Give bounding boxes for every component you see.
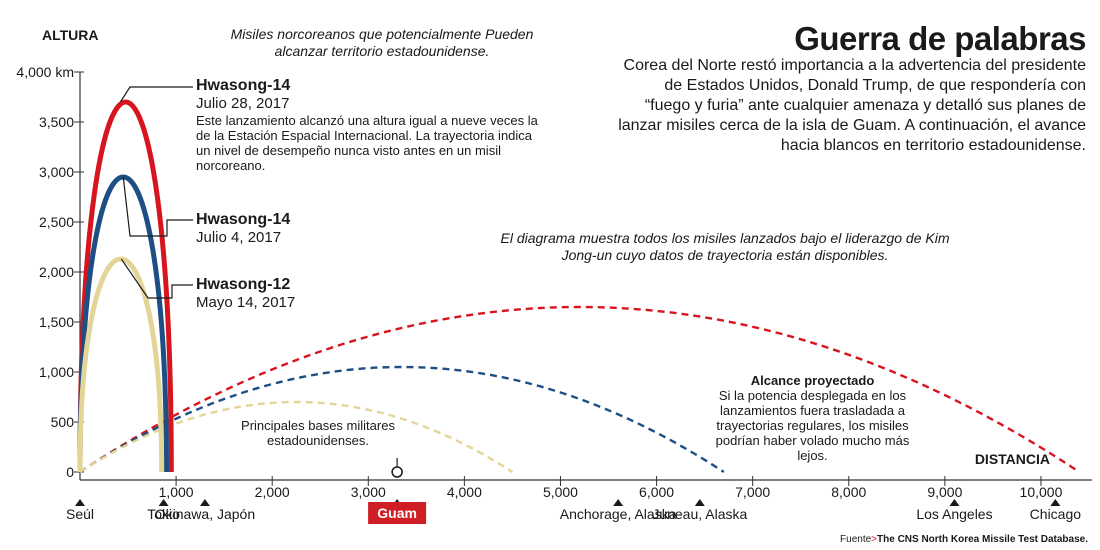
- note-top: Misiles norcoreanos que potencialmente P…: [230, 26, 534, 59]
- x-axis-label: DISTANCIA: [975, 451, 1050, 467]
- leader-line-2: [122, 176, 193, 237]
- x-tick-label: 1,000: [159, 484, 194, 500]
- projected-trajectory-1: [79, 305, 1081, 474]
- missile-date: Julio 4, 2017: [196, 229, 282, 246]
- location-marker: [613, 499, 624, 506]
- location-highlight-badge: [368, 502, 427, 524]
- location-marker: [1050, 499, 1061, 506]
- x-tick-label: 5,000: [543, 484, 578, 500]
- source-credit: Fuente>The CNS North Korea Missile Test …: [840, 534, 1088, 545]
- intro-text: Corea del Norte restó importancia a la a…: [618, 57, 1086, 154]
- y-tick-label: 3,500: [39, 114, 74, 130]
- x-tick-label: 10,000: [1020, 484, 1063, 500]
- x-tick-label: 4,000: [447, 484, 482, 500]
- location-label: Juneau, Alaska: [652, 506, 747, 522]
- lofted-trajectory-3: [77, 256, 165, 473]
- source-name: The CNS North Korea Missile Test Databas…: [877, 534, 1088, 545]
- x-tick-label: 2,000: [255, 484, 290, 500]
- x-tick-label: 3,000: [351, 484, 386, 500]
- location-label: Okinawa, Japón: [155, 506, 255, 522]
- location-marker: [75, 499, 85, 506]
- y-tick-label: 3,000: [39, 164, 74, 180]
- location-marker: [694, 499, 705, 506]
- location-label: Chicago: [1030, 506, 1082, 522]
- location-marker: [158, 499, 169, 506]
- location-label: Anchorage, Alaska: [560, 506, 677, 522]
- leader-line-1: [119, 86, 193, 103]
- missile-date: Julio 28, 2017: [196, 95, 290, 112]
- missile-date: Mayo 14, 2017: [196, 294, 296, 311]
- leader-line-3: [120, 258, 193, 299]
- label-hwasong14-jul28: Hwasong-14 Julio 28, 2017 Este lanzamien…: [196, 77, 546, 173]
- page-title: Guerra de palabras: [794, 20, 1086, 57]
- missile-name: Hwasong-12: [196, 276, 291, 293]
- x-tick-label: 6,000: [639, 484, 674, 500]
- location-marker: [949, 499, 960, 506]
- y-tick-label: 0: [66, 464, 74, 480]
- y-axis-label: ALTURA: [42, 27, 99, 43]
- projected-trajectory-3: [79, 400, 514, 474]
- location-label: Seúl: [66, 506, 94, 522]
- missile-name: Hwasong-14: [196, 211, 291, 228]
- lofted-trajectory-1: [77, 99, 174, 473]
- source-arrow-icon: >: [871, 534, 878, 545]
- label-hwasong14-jul4: Hwasong-14 Julio 4, 2017: [196, 211, 290, 247]
- y-tick-label: 4,000 km: [16, 64, 74, 80]
- projected-trajectory-2: [79, 365, 725, 474]
- missile-description: Este lanzamiento alcanzó una altura igua…: [196, 113, 538, 173]
- y-tick-label: 2,500: [39, 214, 74, 230]
- label-hwasong12-may14: Hwasong-12 Mayo 14, 2017: [196, 276, 295, 312]
- guam-marker: [391, 466, 403, 478]
- projected-range-note: Alcance proyectado Si la potencia desple…: [700, 373, 925, 463]
- location-marker: [199, 499, 210, 506]
- location-label: Tokio: [147, 506, 180, 522]
- y-tick-label: 500: [51, 414, 75, 430]
- x-tick-label: 7,000: [735, 484, 770, 500]
- bases-label: Principales bases militares estadouniden…: [241, 418, 395, 448]
- missile-name: Hwasong-14: [196, 77, 291, 94]
- location-label: Los Angeles: [916, 506, 992, 522]
- y-tick-label: 1,000: [39, 364, 74, 380]
- location-label: Guam: [377, 505, 417, 521]
- note-middle: El diagrama muestra todos los misiles la…: [500, 230, 950, 263]
- x-tick-label: 8,000: [831, 484, 866, 500]
- projected-range-title: Alcance proyectado: [750, 373, 875, 388]
- y-tick-label: 2,000: [39, 264, 74, 280]
- source-prefix: Fuente: [840, 534, 872, 545]
- projected-range-text: Si la potencia desplegada en los lanzami…: [715, 388, 910, 463]
- x-tick-label: 9,000: [927, 484, 962, 500]
- y-tick-label: 1,500: [39, 314, 74, 330]
